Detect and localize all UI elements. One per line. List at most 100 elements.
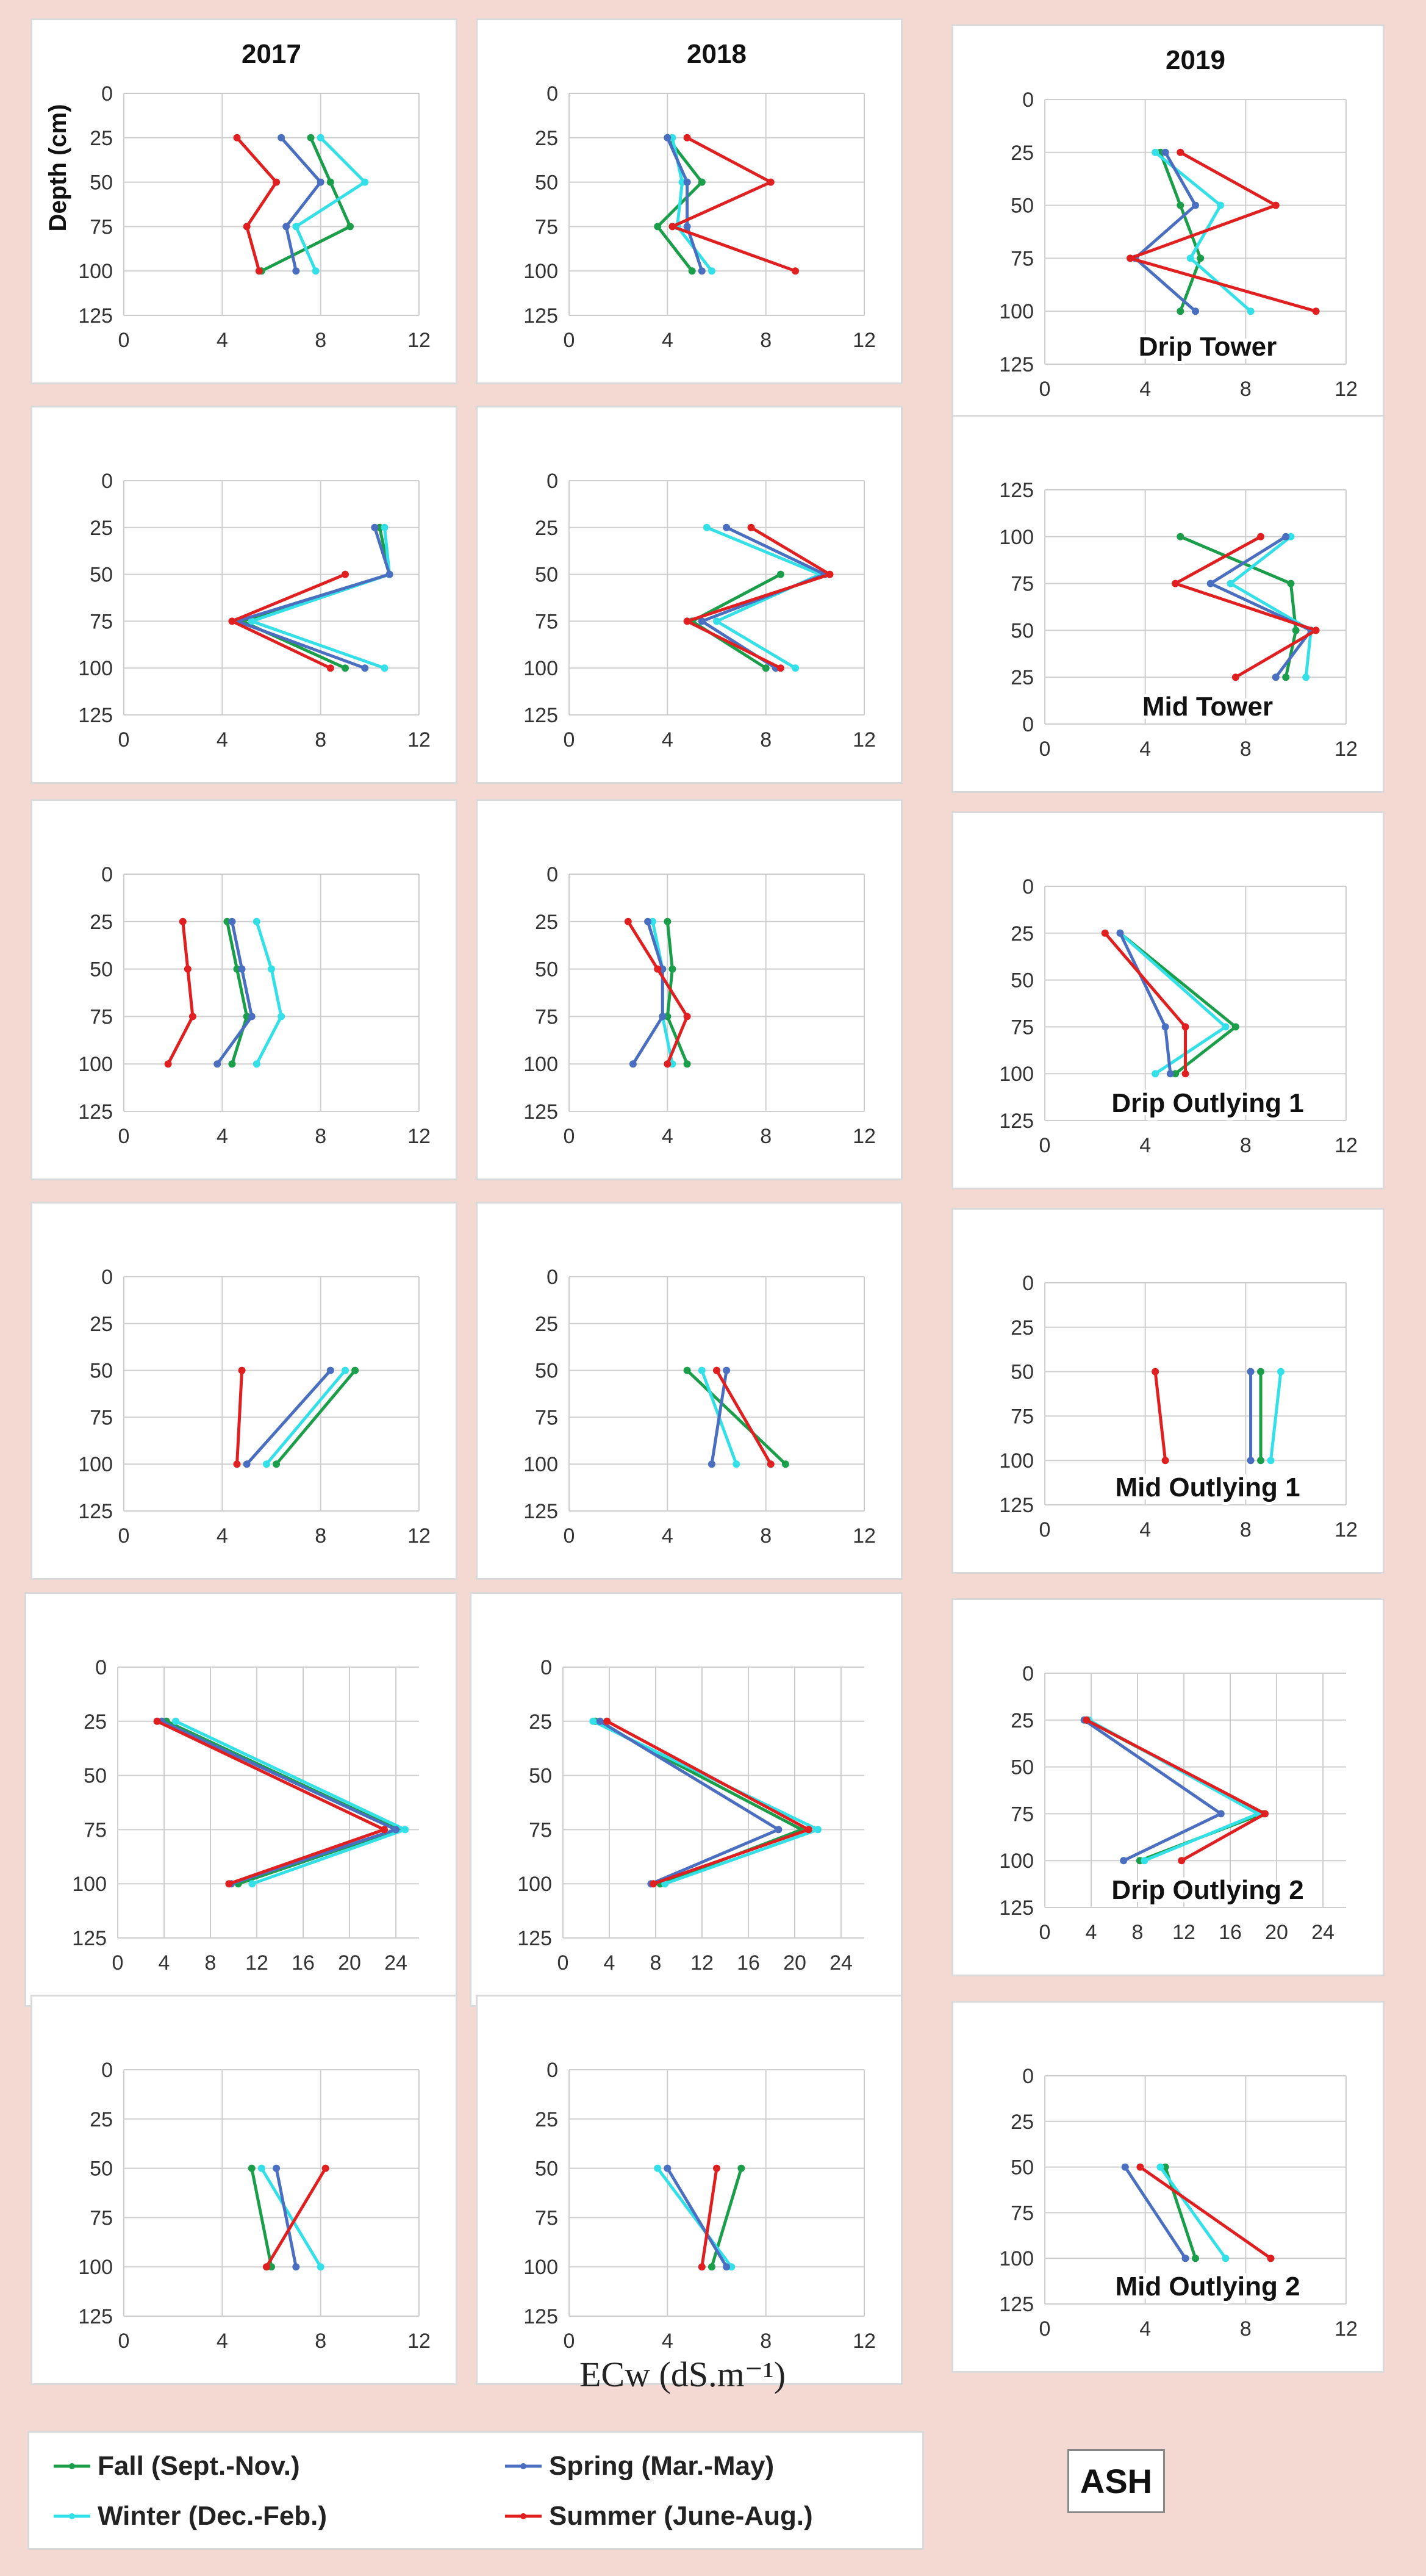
x-tick-label: 8 <box>1240 378 1252 401</box>
y-tick-label: 0 <box>1022 2065 1034 2088</box>
x-tick-label: 4 <box>1139 378 1151 401</box>
data-point-fall <box>781 1460 789 1468</box>
legend-marker-summer <box>505 2513 542 2519</box>
y-tick-label: 100 <box>999 1449 1034 1473</box>
y-tick-label: 100 <box>78 1053 113 1076</box>
y-tick-label: 125 <box>523 304 558 328</box>
data-point-summer <box>326 664 334 672</box>
data-point-spring <box>385 570 393 578</box>
data-point-summer <box>238 1366 246 1374</box>
data-point-summer <box>1312 626 1320 634</box>
y-tick-label: 50 <box>90 564 113 587</box>
x-tick-label: 12 <box>407 1125 431 1148</box>
data-point-winter <box>1222 1023 1230 1031</box>
y-tick-label: 50 <box>1011 1361 1034 1384</box>
x-tick-label: 12 <box>690 1951 714 1975</box>
y-tick-label: 100 <box>517 1873 552 1896</box>
series-line-summer <box>1173 535 1318 679</box>
y-tick-label: 0 <box>1022 1662 1034 1685</box>
data-point-summer <box>262 2263 270 2271</box>
site-annotation: Mid Outlying 2 <box>1115 2272 1300 2302</box>
y-tick-label: 0 <box>546 2059 558 2082</box>
x-tick-label: 16 <box>1219 1921 1242 1944</box>
data-point-winter <box>1152 1070 1159 1078</box>
data-point-spring <box>392 1826 399 1834</box>
x-tick-label: 12 <box>853 728 876 752</box>
data-point-summer <box>713 2164 720 2172</box>
data-point-summer <box>1172 579 1180 587</box>
series-line-fall <box>686 1369 787 1466</box>
data-point-summer <box>650 1880 657 1888</box>
y-tick-label: 125 <box>523 704 558 727</box>
legend-item-summer: Summer (June-Aug.) <box>505 2501 813 2531</box>
data-point-spring <box>361 664 369 672</box>
chart-panel-1: 0 4 8 12 0 25 50 75 100 125 2017 Depth (cm) <box>30 18 457 384</box>
data-point-winter <box>589 1717 597 1725</box>
data-point-summer <box>188 1013 196 1021</box>
y-tick-label: 125 <box>999 2293 1034 2316</box>
data-point-winter <box>1277 1368 1284 1376</box>
x-tick-label: 0 <box>557 1951 569 1975</box>
data-point-summer <box>321 2164 329 2172</box>
data-point-fall <box>1231 1023 1239 1031</box>
series-line-winter <box>1269 1371 1283 1461</box>
data-point-fall <box>1257 1368 1265 1376</box>
data-point-fall <box>273 1460 281 1468</box>
data-point-spring <box>683 178 691 186</box>
series-line-fall <box>1159 151 1202 312</box>
data-point-winter <box>248 617 256 625</box>
data-point-winter <box>317 2263 324 2271</box>
data-point-spring <box>1121 2163 1129 2171</box>
series-line-winter <box>706 526 822 670</box>
data-point-fall <box>1287 579 1295 587</box>
x-tick-label: 0 <box>564 2330 575 2353</box>
series-line-summer <box>235 137 278 271</box>
data-point-spring <box>775 1826 783 1834</box>
data-point-spring <box>1206 579 1214 587</box>
site-annotation: Drip Tower <box>1139 332 1277 362</box>
data-point-fall <box>776 570 784 578</box>
chart-panel-17: 0 4 8 12 0 25 50 75 100 125 <box>476 1995 903 2385</box>
data-point-winter <box>1141 1857 1148 1865</box>
legend-marker-winter <box>54 2513 90 2519</box>
series-line-summer <box>715 1369 772 1465</box>
data-point-spring <box>248 1013 256 1021</box>
chart-svg-11: 0 4 8 12 0 25 50 75 100 125 <box>523 1266 876 1548</box>
y-tick-label: 25 <box>1011 922 1034 945</box>
data-point-summer <box>1136 2163 1144 2171</box>
y-tick-label: 100 <box>72 1873 107 1896</box>
x-tick-label: 8 <box>1240 737 1252 761</box>
y-tick-label: 50 <box>90 1360 113 1383</box>
data-point-summer <box>683 617 691 625</box>
series-line-summer <box>700 2168 718 2267</box>
data-point-fall <box>664 917 672 925</box>
data-point-summer <box>273 178 281 186</box>
data-point-summer <box>233 1460 241 1468</box>
data-point-summer <box>153 1717 161 1725</box>
y-tick-label: 0 <box>95 1656 107 1679</box>
y-tick-label: 50 <box>1011 195 1034 218</box>
data-point-spring <box>1272 673 1280 681</box>
y-tick-label: 50 <box>535 2158 558 2181</box>
data-point-spring <box>292 267 300 275</box>
x-tick-label: 24 <box>384 1951 407 1975</box>
data-point-winter <box>1152 148 1159 156</box>
series-line-summer <box>626 920 689 1065</box>
x-tick-label: 20 <box>1265 1921 1288 1944</box>
data-point-spring <box>1120 1857 1128 1865</box>
x-tick-label: 4 <box>217 329 228 352</box>
x-tick-label: 0 <box>118 1524 130 1548</box>
data-point-summer <box>776 664 784 672</box>
data-point-summer <box>767 178 775 186</box>
data-point-winter <box>814 1826 822 1834</box>
series-line-winter <box>255 921 283 1065</box>
y-tick-label: 125 <box>999 1494 1034 1517</box>
y-tick-label: 25 <box>535 2108 558 2131</box>
x-tick-label: 4 <box>217 1125 228 1148</box>
y-tick-label: 25 <box>535 911 558 934</box>
y-tick-label: 125 <box>999 353 1034 376</box>
y-tick-label: 100 <box>999 1063 1034 1086</box>
y-tick-label: 75 <box>535 215 558 239</box>
series-line-fall <box>275 1369 357 1465</box>
